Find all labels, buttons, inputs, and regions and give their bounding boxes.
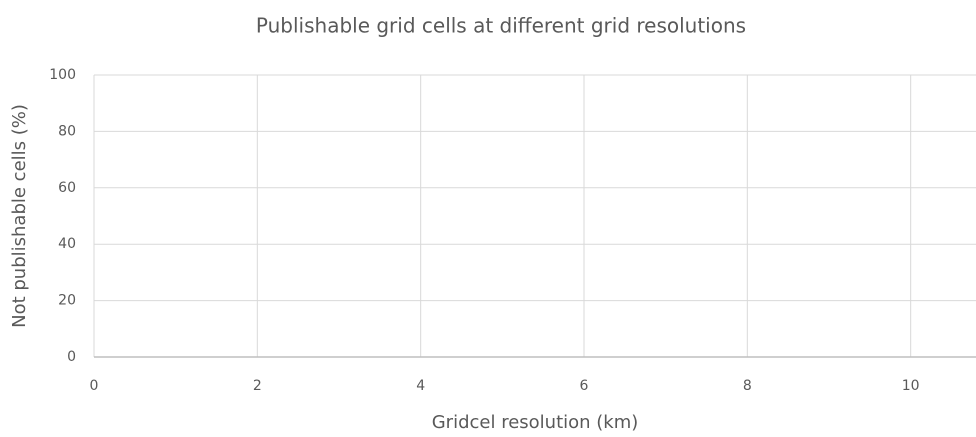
x-tick-label: 4 <box>416 378 425 394</box>
x-tick-label: 0 <box>90 378 99 394</box>
x-tick-label: 2 <box>253 378 262 394</box>
y-axis-title: Not publishable cells (%) <box>9 104 30 328</box>
x-tick-label: 10 <box>902 378 920 394</box>
x-tick-label: 6 <box>580 378 589 394</box>
y-tick-label: 100 <box>49 67 76 83</box>
y-tick-label: 20 <box>58 293 76 309</box>
chart-title: Publishable grid cells at different grid… <box>256 14 746 38</box>
y-tick-label: 0 <box>67 349 76 365</box>
y-tick-label: 60 <box>58 180 76 196</box>
y-tick-label: 40 <box>58 236 76 252</box>
x-tick-label: 8 <box>743 378 752 394</box>
x-axis-title: Gridcel resolution (km) <box>432 412 639 433</box>
y-tick-label: 80 <box>58 123 76 139</box>
